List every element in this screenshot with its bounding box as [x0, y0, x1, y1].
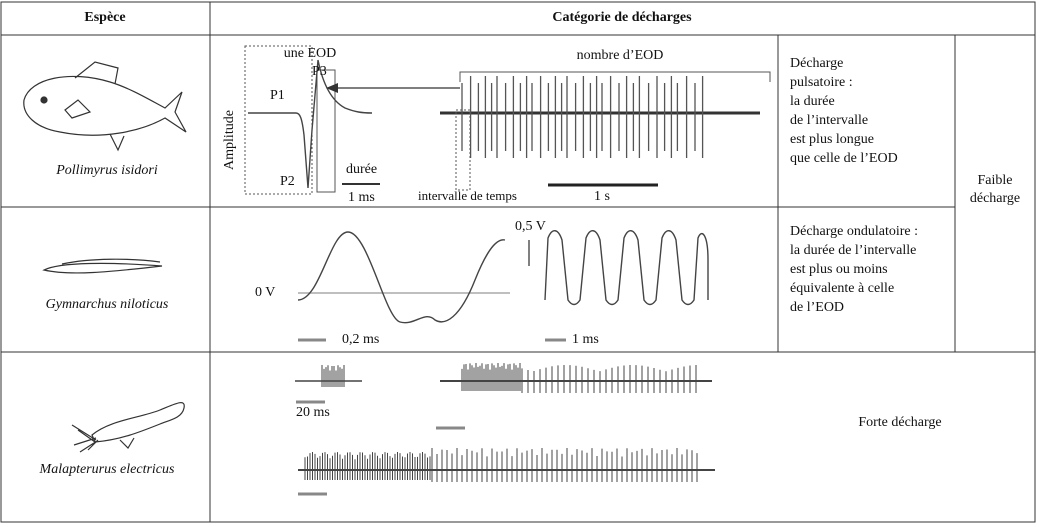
wave-graphic: [297, 230, 709, 342]
label: 1 ms: [348, 190, 375, 205]
label: 20 ms: [296, 405, 330, 420]
label: P3: [312, 64, 327, 79]
label: P1: [270, 88, 285, 103]
arrowhead: [326, 83, 338, 93]
weak-label: décharge: [970, 191, 1020, 206]
label: durée: [346, 162, 377, 177]
description-line: est plus longue: [790, 132, 874, 147]
fish-malapterurus: [71, 402, 185, 453]
description-line: de l’EOD: [790, 300, 844, 315]
label: 0,2 ms: [342, 332, 379, 347]
species-name: Pollimyrus isidori: [55, 163, 158, 178]
label: 0 V: [255, 285, 275, 300]
label: 0,5 V: [515, 219, 546, 234]
species-name: Gymnarchus niloticus: [46, 297, 169, 312]
fish-gymnarchus: [42, 258, 163, 274]
weak-label: Faible: [978, 173, 1013, 188]
label: une EOD: [284, 46, 337, 61]
description: Forte décharge: [858, 415, 941, 430]
label: intervalle de temps: [418, 188, 517, 203]
eod-box: [244, 45, 313, 195]
eod-pulse-graphic: [244, 45, 771, 195]
description: Décharge pulsatoire : la durée de l’interva…: [790, 56, 898, 166]
label: 1 ms: [572, 332, 599, 347]
description-line: Décharge: [790, 56, 843, 71]
description-line: la durée: [790, 94, 835, 109]
strong-discharge-graphic: [295, 363, 715, 496]
label: P2: [280, 174, 295, 189]
description-line: Décharge ondulatoire :: [790, 224, 918, 239]
burst-traces: [304, 363, 698, 482]
species-name: Malapterurus electricus: [39, 462, 175, 477]
description-line: la durée de l’intervalle: [790, 243, 916, 258]
description-line: pulsatoire :: [790, 75, 853, 90]
interval-box: [455, 109, 471, 191]
count-bracket: [459, 71, 771, 82]
description: Décharge ondulatoire : la durée de l’inte…: [790, 224, 918, 315]
description-line: équivalente à celle: [790, 281, 894, 296]
description-line: de l’intervalle: [790, 113, 868, 128]
header-species: Espèce: [84, 10, 125, 25]
header-category: Catégorie de décharges: [552, 10, 692, 25]
pulse-train: [461, 76, 704, 158]
description-line: est plus ou moins: [790, 262, 888, 277]
label: 1 s: [594, 189, 610, 204]
fish-pollimyrus: [23, 61, 187, 152]
description-line: que celle de l’EOD: [790, 151, 898, 166]
label: nombre d’EOD: [577, 48, 664, 63]
duration-box: [316, 69, 336, 193]
label: Amplitude: [222, 110, 237, 170]
